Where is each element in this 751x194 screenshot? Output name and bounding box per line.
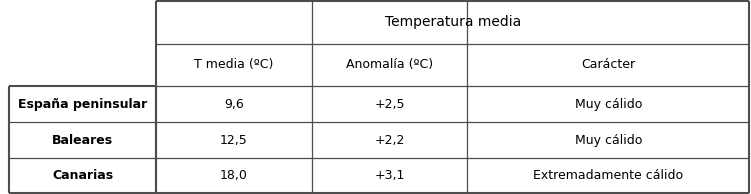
Text: +3,1: +3,1 [374,169,405,182]
Text: 12,5: 12,5 [220,134,248,147]
Text: Carácter: Carácter [581,58,635,72]
Text: Baleares: Baleares [52,134,113,147]
Text: +2,2: +2,2 [374,134,405,147]
Text: Canarias: Canarias [52,169,113,182]
Text: Extremadamente cálido: Extremadamente cálido [533,169,683,182]
Text: Temperatura media: Temperatura media [385,15,521,29]
Text: +2,5: +2,5 [374,98,405,111]
Text: 9,6: 9,6 [224,98,244,111]
Text: 18,0: 18,0 [220,169,248,182]
Text: T media (ºC): T media (ºC) [195,58,273,72]
Text: Muy cálido: Muy cálido [575,98,642,111]
Text: España peninsular: España peninsular [18,98,147,111]
Text: Muy cálido: Muy cálido [575,134,642,147]
Text: Anomalía (ºC): Anomalía (ºC) [345,58,433,72]
